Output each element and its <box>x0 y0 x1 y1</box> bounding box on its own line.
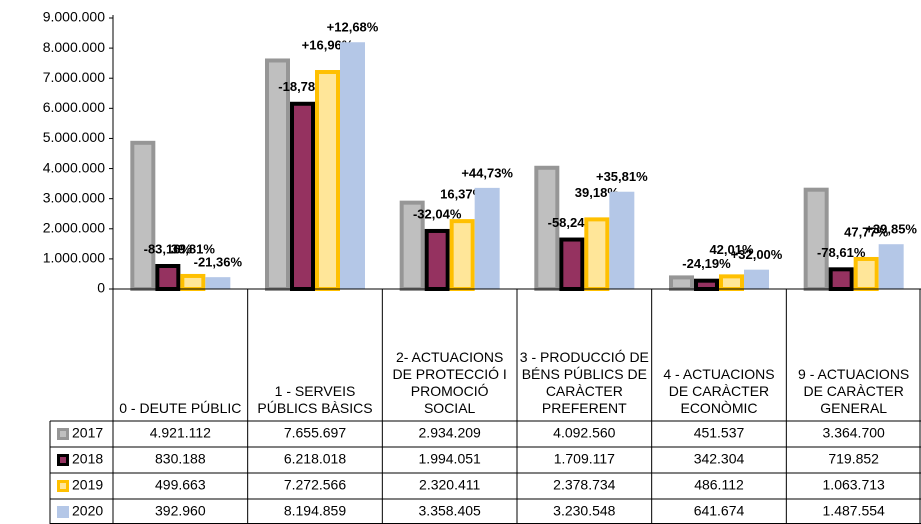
bar <box>265 58 290 292</box>
bar <box>474 187 500 289</box>
legend-swatch <box>57 454 69 466</box>
table-value: 4.921.112 <box>150 425 211 441</box>
table-value: 3.364.700 <box>823 425 885 441</box>
y-tick-label: 4.000.000 <box>43 159 105 175</box>
bar <box>584 217 610 291</box>
bar <box>315 70 340 291</box>
y-tick-label: 0 <box>97 280 105 296</box>
table-value: 1.487.554 <box>823 503 885 519</box>
x-tick-label: 9 - ACTUACIONS DE CARÀCTER GENERAL <box>798 366 910 416</box>
change-label: 39,18% <box>575 185 620 200</box>
change-label: -18,78% <box>278 79 327 94</box>
change-label: -78,61% <box>817 245 866 260</box>
table-value: 486.112 <box>694 477 744 493</box>
table-value: 3.358.405 <box>419 503 481 519</box>
bar <box>828 267 854 292</box>
bar <box>853 256 879 292</box>
x-tick-label: 4 - ACTUACIONS DE CARÀCTER ECONÒMIC <box>663 366 775 416</box>
bar <box>290 101 315 291</box>
bar <box>130 140 156 291</box>
table-value: 719.852 <box>828 451 879 467</box>
bar <box>155 264 181 291</box>
category-cell: 4 - ACTUACIONS DE CARÀCTER ECONÒMIC <box>663 366 775 416</box>
bar <box>340 42 365 290</box>
legend-label: 2019 <box>72 477 103 493</box>
x-tick-label: 3 - PRODUCCIÓ DE BÉNS PÚBLICS DE CARÀCTE… <box>519 349 649 416</box>
change-label: 47,77% <box>844 224 889 239</box>
table-value: 342.304 <box>694 451 745 467</box>
table-value: 2.378.734 <box>553 477 615 493</box>
change-label: +44,73% <box>461 165 513 180</box>
legend-label: 2020 <box>72 503 103 519</box>
table-value: 2.934.209 <box>419 425 481 441</box>
table-value: 6.218.018 <box>284 451 346 467</box>
table-value: 4.092.560 <box>553 425 615 441</box>
change-label: -24,19% <box>682 256 731 271</box>
change-label: +32,00% <box>731 247 783 262</box>
change-label: -83,16% <box>144 241 193 256</box>
y-tick-label: 9.000.000 <box>43 9 105 25</box>
category-cell: 0 - DEUTE PÚBLIC <box>119 400 242 416</box>
bar <box>609 191 635 289</box>
bar <box>449 219 475 292</box>
change-label: -32,04% <box>413 206 462 221</box>
bar <box>719 274 744 292</box>
y-tick-label: 2.000.000 <box>43 219 105 235</box>
table-value: 392.960 <box>155 503 206 519</box>
bar <box>180 273 206 291</box>
change-label: 16,37% <box>440 187 485 202</box>
table-value: 1.709.117 <box>554 451 615 467</box>
x-tick-label: 1 - SERVEIS PÚBLICS BÀSICS <box>257 383 373 416</box>
change-label: -58,24% <box>548 215 597 230</box>
table-value: 7.272.566 <box>284 477 346 493</box>
bar <box>669 275 694 291</box>
bar <box>744 269 769 289</box>
category-cell: 9 - ACTUACIONS DE CARÀCTER GENERAL <box>798 366 910 416</box>
category-cell: 3 - PRODUCCIÓ DE BÉNS PÚBLICS DE CARÀCTE… <box>519 349 649 416</box>
table-value: 1.994.051 <box>419 451 481 467</box>
legend-label: 2017 <box>72 425 103 441</box>
legend-swatch <box>57 428 69 440</box>
bar <box>559 237 585 292</box>
change-label: +35,81% <box>596 169 648 184</box>
y-tick-label: 1.000.000 <box>43 250 105 266</box>
y-tick-label: 8.000.000 <box>43 39 105 55</box>
y-tick-label: 6.000.000 <box>43 99 105 115</box>
table-value: 830.188 <box>155 451 206 467</box>
change-label: +12,68% <box>327 20 379 35</box>
table-value: 641.674 <box>694 503 745 519</box>
bar <box>424 228 450 291</box>
table-value: 499.663 <box>155 477 206 493</box>
x-tick-label: 0 - DEUTE PÚBLIC <box>119 400 242 416</box>
table-value: 451.537 <box>694 425 745 441</box>
table-value: 2.320.411 <box>419 477 480 493</box>
bar <box>205 277 231 289</box>
y-tick-label: 7.000.000 <box>43 69 105 85</box>
table-value: 3.230.548 <box>553 503 615 519</box>
category-cell: 1 - SERVEIS PÚBLICS BÀSICS <box>257 383 373 416</box>
bar <box>694 278 719 291</box>
bar <box>878 244 904 289</box>
table-value: 8.194.859 <box>284 503 346 519</box>
table-value: 7.655.697 <box>284 425 346 441</box>
x-tick-label: 2- ACTUACIONS DE PROTECCIÓ I PROMOCIÓ SO… <box>392 349 507 416</box>
legend-label: 2018 <box>72 451 103 467</box>
category-cell: 2- ACTUACIONS DE PROTECCIÓ I PROMOCIÓ SO… <box>392 349 507 416</box>
legend-swatch <box>57 480 69 492</box>
table-value: 1.063.713 <box>823 477 885 493</box>
y-tick-label: 3.000.000 <box>43 189 105 205</box>
change-label: +39,85% <box>865 222 917 237</box>
y-tick-label: 5.000.000 <box>43 129 105 145</box>
legend-swatch <box>57 506 69 518</box>
change-label: -21,36% <box>194 255 243 270</box>
bar <box>803 187 829 292</box>
change-label: 39,81% <box>171 241 216 256</box>
change-label: 42,01% <box>709 242 754 257</box>
